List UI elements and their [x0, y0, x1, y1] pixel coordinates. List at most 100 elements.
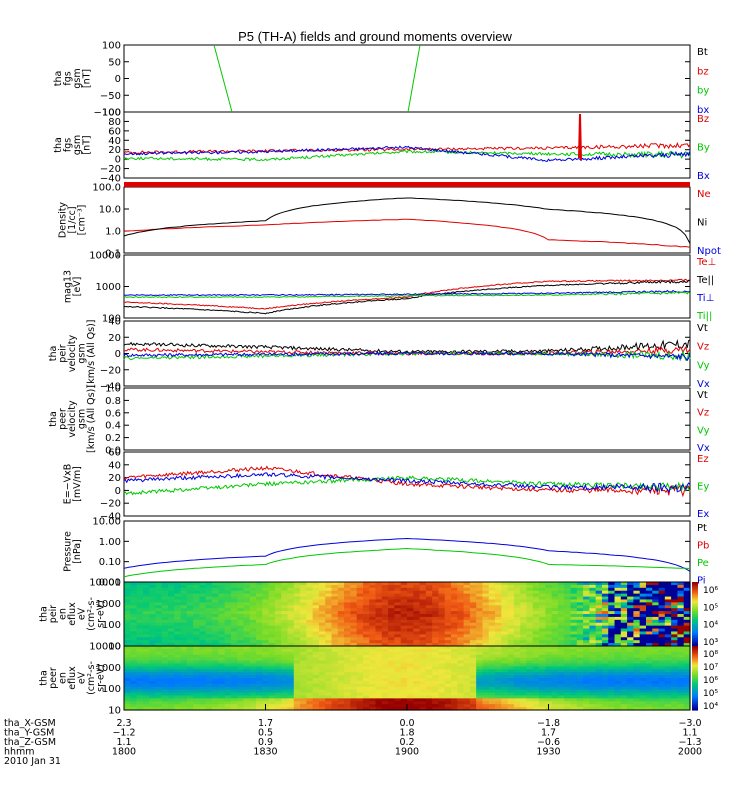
spectrogram-cell — [199, 616, 207, 621]
spectrogram-cell — [413, 616, 421, 621]
spectrogram-cell — [482, 663, 490, 667]
spectrogram-cell — [325, 599, 333, 603]
spectrogram-cell — [457, 605, 465, 609]
spectrogram-cell — [136, 643, 144, 647]
spectrogram-cell — [664, 590, 672, 595]
spectrogram-cell — [193, 698, 201, 702]
spectrogram-cell — [130, 651, 138, 656]
spectrogram-cell — [570, 651, 578, 656]
spectrogram-cell — [627, 614, 634, 618]
spectrogram-cell — [186, 593, 194, 598]
spectrogram-cell — [149, 680, 157, 685]
spectrogram-cell — [419, 590, 427, 595]
spectrogram-cell — [174, 582, 182, 586]
spectrogram-cell — [205, 692, 213, 697]
spectrogram-cell — [318, 672, 326, 676]
spectrogram-cell — [620, 605, 628, 609]
spectrogram-cell — [130, 622, 138, 627]
spectrogram-cell — [526, 686, 534, 691]
spectrogram-cell — [551, 646, 559, 650]
spectrogram-cell — [488, 634, 496, 638]
spectrogram-cell — [293, 608, 301, 612]
spectrogram-cell — [488, 651, 496, 656]
spectrogram-cell — [520, 596, 528, 601]
spectrogram-cell — [356, 707, 364, 711]
spectrogram-cell — [664, 622, 672, 627]
spectrogram-cell — [287, 596, 295, 601]
spectrogram-cell — [451, 695, 458, 699]
spectrogram-cell — [476, 701, 484, 705]
spectrogram-cell — [463, 584, 471, 589]
spectrogram-cell — [633, 599, 641, 603]
y-tick-label: −20 — [100, 164, 121, 175]
spectrogram-cell — [400, 619, 408, 624]
colorbar-label: 10⁶ — [703, 676, 718, 686]
spectrogram-cell — [212, 602, 219, 606]
spectrogram-cell — [633, 611, 641, 615]
spectrogram-cell — [419, 622, 427, 627]
series-line-Ti⊥ — [123, 289, 691, 297]
spectrogram-cell — [627, 608, 634, 612]
spectrogram-cell — [513, 707, 521, 711]
spectrogram-cell — [180, 648, 188, 653]
spectrogram-cell — [268, 680, 276, 685]
spectrogram-cell — [331, 596, 339, 601]
spectrogram-cell — [551, 643, 559, 647]
spectrogram-cell — [570, 692, 578, 697]
spectrogram-cell — [136, 637, 144, 641]
spectrogram-cell — [174, 675, 182, 679]
spectrogram-cell — [419, 584, 427, 589]
spectrogram-cell — [539, 680, 546, 685]
spectrogram-cell — [381, 640, 389, 644]
spectrogram-cell — [350, 654, 358, 659]
spectrogram-cell — [564, 669, 572, 673]
series-line-Vx — [123, 350, 691, 362]
spectrogram-cell — [274, 619, 282, 624]
spectrogram-cell — [570, 590, 578, 595]
colorbar-step — [692, 686, 698, 689]
spectrogram-cell — [545, 657, 553, 662]
spectrogram-cell — [595, 608, 603, 612]
spectrogram-cell — [501, 666, 509, 670]
spectrogram-cell — [564, 611, 572, 615]
spectrogram-cell — [425, 602, 433, 606]
spectrogram-cell — [551, 648, 559, 653]
spectrogram-cell — [639, 646, 647, 650]
spectrogram-cell — [564, 634, 572, 638]
spectrogram-cell — [620, 660, 628, 665]
spectrogram-cell — [388, 599, 396, 603]
spectrogram-cell — [627, 646, 634, 650]
spectrogram-cell — [608, 611, 616, 615]
colorbar-label: 10⁷ — [703, 663, 718, 673]
spectrogram-cell — [218, 582, 226, 586]
spectrogram-cell — [312, 619, 320, 624]
spectrogram-cell — [337, 689, 345, 694]
spectrogram-cell — [501, 605, 509, 609]
spectrogram-cell — [186, 599, 194, 603]
spectrogram-cell — [224, 680, 232, 685]
spectrogram-cell — [337, 672, 345, 676]
spectrogram-cell — [249, 637, 257, 641]
spectrogram-cell — [344, 582, 351, 586]
series-line-Pi — [123, 537, 691, 572]
spectrogram-cell — [614, 640, 622, 644]
spectrogram-cell — [671, 672, 679, 676]
spectrogram-cell — [130, 587, 138, 592]
spectrogram-cell — [230, 698, 238, 702]
spectrogram-cell — [394, 602, 402, 606]
spectrogram-cell — [274, 669, 282, 673]
spectrogram-cell — [300, 593, 307, 598]
spectrogram-cell — [136, 590, 144, 595]
spectrogram-cell — [193, 619, 201, 624]
spectrogram-cell — [633, 651, 641, 656]
spectrogram-cell — [583, 651, 590, 656]
spectrogram-cell — [388, 616, 396, 621]
spectrogram-cell — [614, 622, 622, 627]
spectrogram-cell — [155, 587, 163, 592]
spectrogram-cell — [520, 660, 528, 665]
spectrogram-cell — [130, 678, 138, 682]
spectrogram-cell — [237, 654, 245, 659]
spectrogram-cell — [451, 686, 458, 691]
spectrogram-cell — [331, 657, 339, 662]
